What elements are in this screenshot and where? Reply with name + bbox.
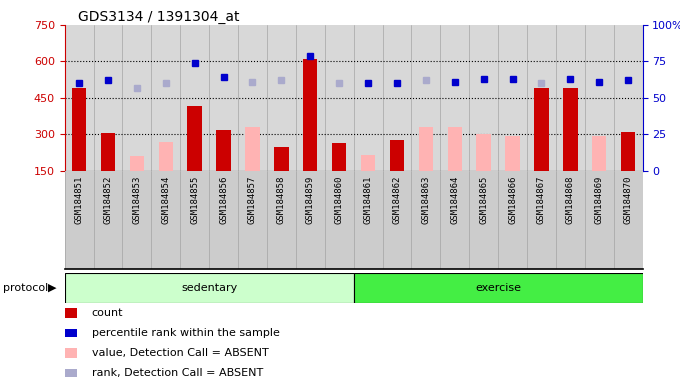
- Text: GSM184853: GSM184853: [133, 176, 141, 224]
- Text: GSM184851: GSM184851: [75, 176, 84, 224]
- Text: GSM184868: GSM184868: [566, 176, 575, 224]
- Text: value, Detection Call = ABSENT: value, Detection Call = ABSENT: [92, 348, 269, 358]
- Bar: [72, 88, 86, 171]
- Text: GSM184855: GSM184855: [190, 176, 199, 224]
- Text: rank, Detection Call = ABSENT: rank, Detection Call = ABSENT: [92, 368, 263, 378]
- Text: GSM184869: GSM184869: [595, 176, 604, 224]
- Bar: [621, 132, 635, 171]
- Bar: [354, 273, 643, 303]
- Bar: [477, 134, 491, 171]
- Text: GSM184861: GSM184861: [364, 176, 373, 224]
- Bar: [245, 127, 260, 171]
- Bar: [361, 155, 375, 171]
- Text: percentile rank within the sample: percentile rank within the sample: [92, 328, 279, 338]
- Bar: [505, 136, 520, 171]
- Text: GSM184863: GSM184863: [422, 176, 430, 224]
- Bar: [534, 88, 549, 171]
- Text: GSM184852: GSM184852: [103, 176, 112, 224]
- Bar: [101, 133, 115, 171]
- Bar: [303, 59, 318, 171]
- Bar: [563, 88, 577, 171]
- Text: GSM184867: GSM184867: [537, 176, 546, 224]
- Bar: [390, 141, 404, 171]
- Text: GSM184866: GSM184866: [508, 176, 517, 224]
- Bar: [65, 273, 354, 303]
- Bar: [447, 127, 462, 171]
- Text: GSM184857: GSM184857: [248, 176, 257, 224]
- Bar: [216, 129, 231, 171]
- Text: protocol: protocol: [3, 283, 49, 293]
- Text: GSM184859: GSM184859: [306, 176, 315, 224]
- Text: exercise: exercise: [475, 283, 521, 293]
- Bar: [274, 147, 288, 171]
- Text: count: count: [92, 308, 123, 318]
- Bar: [188, 106, 202, 171]
- Text: GSM184860: GSM184860: [335, 176, 343, 224]
- Text: GSM184864: GSM184864: [450, 176, 459, 224]
- Bar: [158, 142, 173, 171]
- Bar: [130, 156, 144, 171]
- Bar: [419, 127, 433, 171]
- Text: GSM184865: GSM184865: [479, 176, 488, 224]
- Text: GDS3134 / 1391304_at: GDS3134 / 1391304_at: [78, 10, 239, 23]
- Text: ▶: ▶: [48, 283, 56, 293]
- Text: GSM184870: GSM184870: [624, 176, 632, 224]
- Text: GSM184858: GSM184858: [277, 176, 286, 224]
- Bar: [332, 143, 346, 171]
- Text: GSM184854: GSM184854: [161, 176, 170, 224]
- Text: GSM184862: GSM184862: [392, 176, 401, 224]
- Text: GSM184856: GSM184856: [219, 176, 228, 224]
- Bar: [592, 136, 607, 171]
- Text: sedentary: sedentary: [181, 283, 237, 293]
